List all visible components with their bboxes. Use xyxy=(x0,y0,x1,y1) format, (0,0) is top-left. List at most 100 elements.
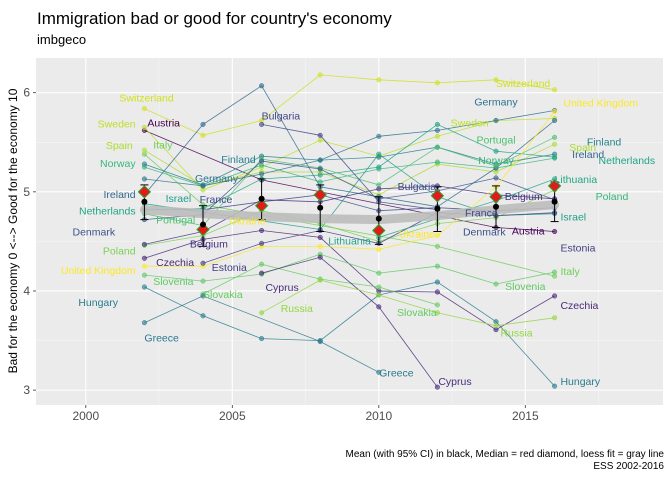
data-point xyxy=(376,164,382,170)
data-point xyxy=(434,310,440,316)
label-italy: Italy xyxy=(560,266,580,278)
label-italy: Italy xyxy=(153,139,173,151)
series-line xyxy=(144,253,555,285)
label-bulgaria: Bulgaria xyxy=(262,111,301,123)
data-point xyxy=(376,151,382,157)
label-portugal: Portugal xyxy=(476,134,515,146)
data-point xyxy=(376,77,382,83)
series-switzerland xyxy=(141,72,558,138)
series-line xyxy=(144,111,555,267)
data-point xyxy=(376,270,382,276)
data-point xyxy=(376,304,382,310)
label-spain: Spain xyxy=(569,142,596,154)
data-point xyxy=(376,186,382,192)
data-point xyxy=(317,132,323,138)
data-point xyxy=(552,141,558,147)
data-point xyxy=(141,161,147,167)
label-france: France xyxy=(465,208,498,220)
data-point xyxy=(259,121,265,127)
data-point xyxy=(259,310,265,316)
median-diamond xyxy=(547,179,562,193)
median-diamond xyxy=(254,199,269,213)
mean-point xyxy=(492,203,499,210)
summary-2004 xyxy=(196,205,210,247)
label-estonia: Estonia xyxy=(560,242,595,254)
data-point xyxy=(493,77,499,83)
chart-subtitle: imbgeco xyxy=(37,32,86,47)
data-point xyxy=(434,121,440,127)
data-point xyxy=(200,260,206,266)
data-point xyxy=(434,80,440,86)
summary-marks xyxy=(137,178,562,247)
series-line xyxy=(144,157,555,187)
data-point xyxy=(552,117,558,124)
data-point xyxy=(434,127,440,133)
label-denmark: Denmark xyxy=(463,227,506,239)
series-line xyxy=(144,160,555,220)
label-norway: Norway xyxy=(478,155,514,167)
mean-point xyxy=(258,195,265,202)
data-point xyxy=(259,240,265,246)
x-tick-label: 2015 xyxy=(512,409,539,423)
loess-line xyxy=(139,200,560,225)
label-ukraine: Ukraine xyxy=(229,216,265,228)
data-point xyxy=(141,241,147,247)
data-point xyxy=(434,289,440,295)
label-czechia: Czechia xyxy=(560,300,598,312)
label-netherlands: Netherlands xyxy=(599,155,656,167)
label-finland: Finland xyxy=(221,154,256,166)
data-point xyxy=(259,171,265,177)
data-point xyxy=(493,323,499,329)
label-portugal: Portugal xyxy=(156,215,195,227)
data-point xyxy=(552,154,558,160)
caption-line-1: Mean (with 95% CI) in black, Median = re… xyxy=(346,449,665,460)
summary-2012 xyxy=(430,186,445,232)
label-poland: Poland xyxy=(596,191,629,203)
data-point xyxy=(317,72,323,78)
data-point xyxy=(141,147,147,153)
label-austria: Austria xyxy=(512,226,545,238)
data-point xyxy=(376,246,382,252)
label-greece: Greece xyxy=(379,367,414,379)
label-finland: Finland xyxy=(587,136,622,148)
data-point xyxy=(434,243,440,249)
mean-point xyxy=(434,205,441,212)
label-hungary: Hungary xyxy=(560,376,600,388)
label-spain: Spain xyxy=(106,140,133,152)
data-point xyxy=(434,302,440,308)
data-point xyxy=(141,255,147,261)
label-ireland: Ireland xyxy=(104,189,136,201)
data-point xyxy=(317,254,323,260)
caption-line-2: ESS 2002-2016 xyxy=(593,461,664,472)
x-tick-label: 2010 xyxy=(365,409,392,423)
data-point xyxy=(493,281,499,287)
data-point xyxy=(376,292,382,298)
series-line xyxy=(144,295,379,373)
mean-point xyxy=(317,204,324,211)
label-greece: Greece xyxy=(144,333,179,345)
label-sweden: Sweden xyxy=(98,118,136,130)
data-point xyxy=(434,144,440,150)
data-point xyxy=(552,269,558,275)
data-point xyxy=(552,383,558,389)
label-denmark: Denmark xyxy=(72,227,115,239)
summary-2014 xyxy=(489,185,503,229)
y-tick-label: 5 xyxy=(23,185,30,199)
label-slovakia: Slovakia xyxy=(203,289,243,301)
data-point xyxy=(200,313,206,319)
data-point xyxy=(434,232,440,239)
loess-band xyxy=(139,200,560,225)
label-poland: Poland xyxy=(103,245,136,257)
median-diamond xyxy=(313,188,327,202)
data-point xyxy=(552,108,558,115)
plot-panel xyxy=(36,58,663,405)
data-point xyxy=(259,158,265,164)
label-switzerland: Switzerland xyxy=(496,78,550,90)
data-point xyxy=(317,137,323,143)
label-lithuania: Lithuania xyxy=(328,235,371,247)
label-netherlands: Netherlands xyxy=(79,206,136,218)
summary-2016 xyxy=(547,179,562,223)
data-point xyxy=(259,336,265,342)
data-point xyxy=(259,83,265,89)
